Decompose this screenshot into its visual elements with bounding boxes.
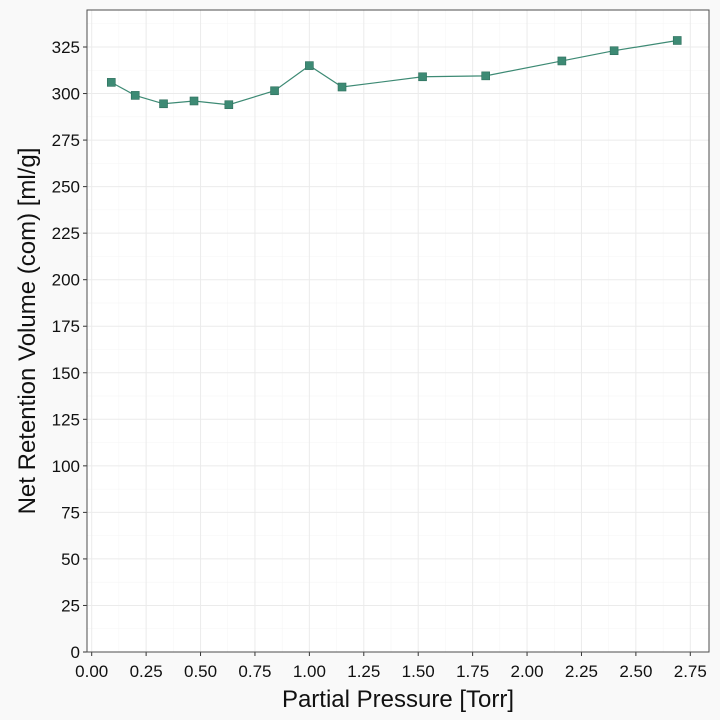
x-tick-label: 2.50 <box>619 662 652 681</box>
x-tick-label: 1.50 <box>402 662 435 681</box>
y-tick-label: 225 <box>52 224 80 243</box>
series-layer <box>106 36 682 110</box>
data-point <box>609 46 619 56</box>
y-tick-label: 200 <box>52 271 80 290</box>
y-axis-title: Net Retention Volume (com) [ml/g] <box>14 148 41 515</box>
x-tick-label: 1.25 <box>347 662 380 681</box>
x-tick-label: 1.75 <box>456 662 489 681</box>
data-point <box>224 100 234 110</box>
y-tick-label: 325 <box>52 38 80 57</box>
y-tick-label: 300 <box>52 85 80 104</box>
x-axis-title: Partial Pressure [Torr] <box>282 686 514 713</box>
plot-border <box>86 9 710 653</box>
data-point <box>418 72 427 82</box>
y-tick-label: 25 <box>61 596 80 615</box>
y-tick-label: 125 <box>52 410 80 429</box>
y-tick-label: 50 <box>61 550 80 569</box>
data-point <box>189 96 199 106</box>
grid <box>87 10 709 653</box>
x-tick-label: 0.50 <box>184 662 217 681</box>
y-tick-label: 75 <box>61 503 80 522</box>
y-tick-label: 0 <box>71 643 80 662</box>
y-tick-label: 150 <box>52 364 80 383</box>
y-axis-ticks: 0 25 50 75 100 125 150 175 200 225 250 275 300 325 <box>52 38 87 662</box>
data-point <box>305 61 314 70</box>
x-tick-label: 2.75 <box>674 662 707 681</box>
data-point <box>106 78 116 87</box>
data-point <box>130 91 140 100</box>
x-axis-ticks: 0.00 0.25 0.50 0.75 1.00 1.25 1.50 1.75 2.00 2.25… <box>75 652 707 681</box>
x-tick-label: 0.75 <box>238 662 271 681</box>
x-tick-label: 0.00 <box>75 662 108 681</box>
x-tick-label: 2.25 <box>565 662 598 681</box>
y-tick-label: 100 <box>52 457 80 476</box>
data-point <box>270 86 279 96</box>
data-point <box>337 82 347 92</box>
data-point <box>672 36 682 45</box>
x-tick-label: 1.00 <box>293 662 326 681</box>
data-point <box>159 99 168 109</box>
y-tick-label: 175 <box>52 317 80 336</box>
data-point <box>557 56 567 66</box>
x-tick-label: 0.25 <box>130 662 163 681</box>
data-point <box>481 71 490 81</box>
y-tick-label: 250 <box>52 178 80 197</box>
x-tick-label: 2.00 <box>510 662 543 681</box>
y-tick-label: 275 <box>52 131 80 150</box>
plot-area <box>87 10 709 652</box>
